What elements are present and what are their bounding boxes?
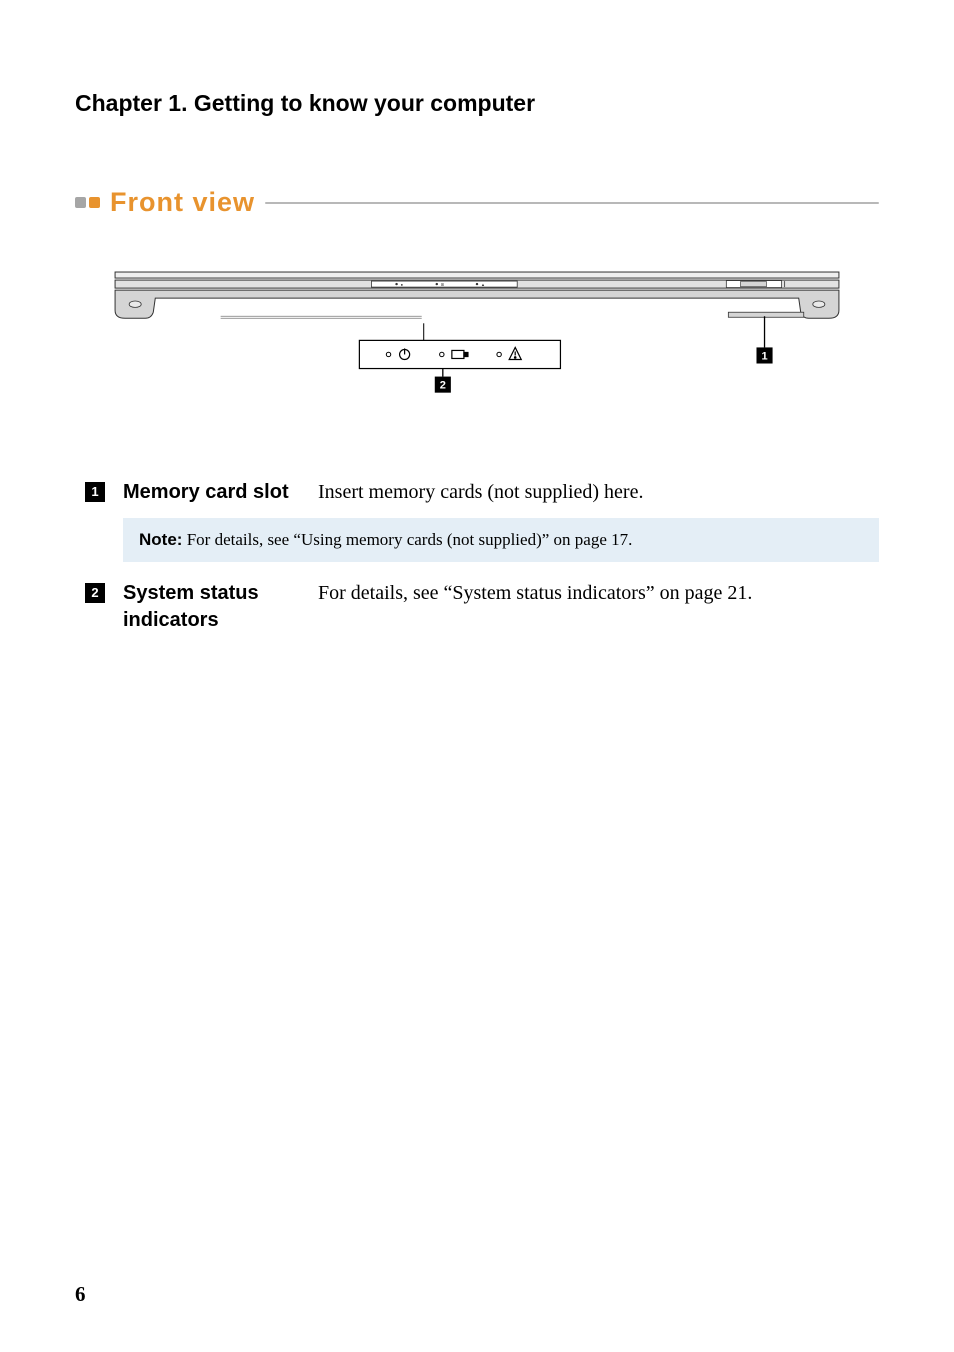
item-description: For details, see “System status indicato… xyxy=(318,580,752,607)
item-label: Memory card slot xyxy=(123,479,318,506)
chapter-title: Chapter 1. Getting to know your computer xyxy=(75,90,879,117)
item-label: System status indicators xyxy=(123,580,318,634)
svg-text:▲: ▲ xyxy=(481,282,485,287)
section-header: Front view xyxy=(75,187,879,218)
note-label: Note: xyxy=(139,530,182,549)
callout-2: 2 xyxy=(440,380,446,392)
note-box: Note: For details, see “Using memory car… xyxy=(123,518,879,562)
note-text: For details, see “Using memory cards (no… xyxy=(182,530,632,549)
list-item: 1 Memory card slot Insert memory cards (… xyxy=(75,479,879,506)
page-number: 6 xyxy=(75,1282,86,1307)
callout-1: 1 xyxy=(761,350,767,362)
section-rule xyxy=(265,202,879,204)
bullet-icon xyxy=(89,197,100,208)
section-title: Front view xyxy=(110,187,255,218)
bullet-icon xyxy=(75,197,86,208)
svg-text:⊞: ⊞ xyxy=(441,282,444,287)
front-view-diagram: ● ⊞ ▲ xyxy=(75,268,879,414)
laptop-front-svg: ● ⊞ ▲ xyxy=(105,268,849,409)
item-description: Insert memory cards (not supplied) here. xyxy=(318,479,643,506)
list-item: 2 System status indicators For details, … xyxy=(75,580,879,634)
item-number-badge: 2 xyxy=(85,583,105,603)
section-bullets xyxy=(75,197,100,208)
item-number-badge: 1 xyxy=(85,482,105,502)
